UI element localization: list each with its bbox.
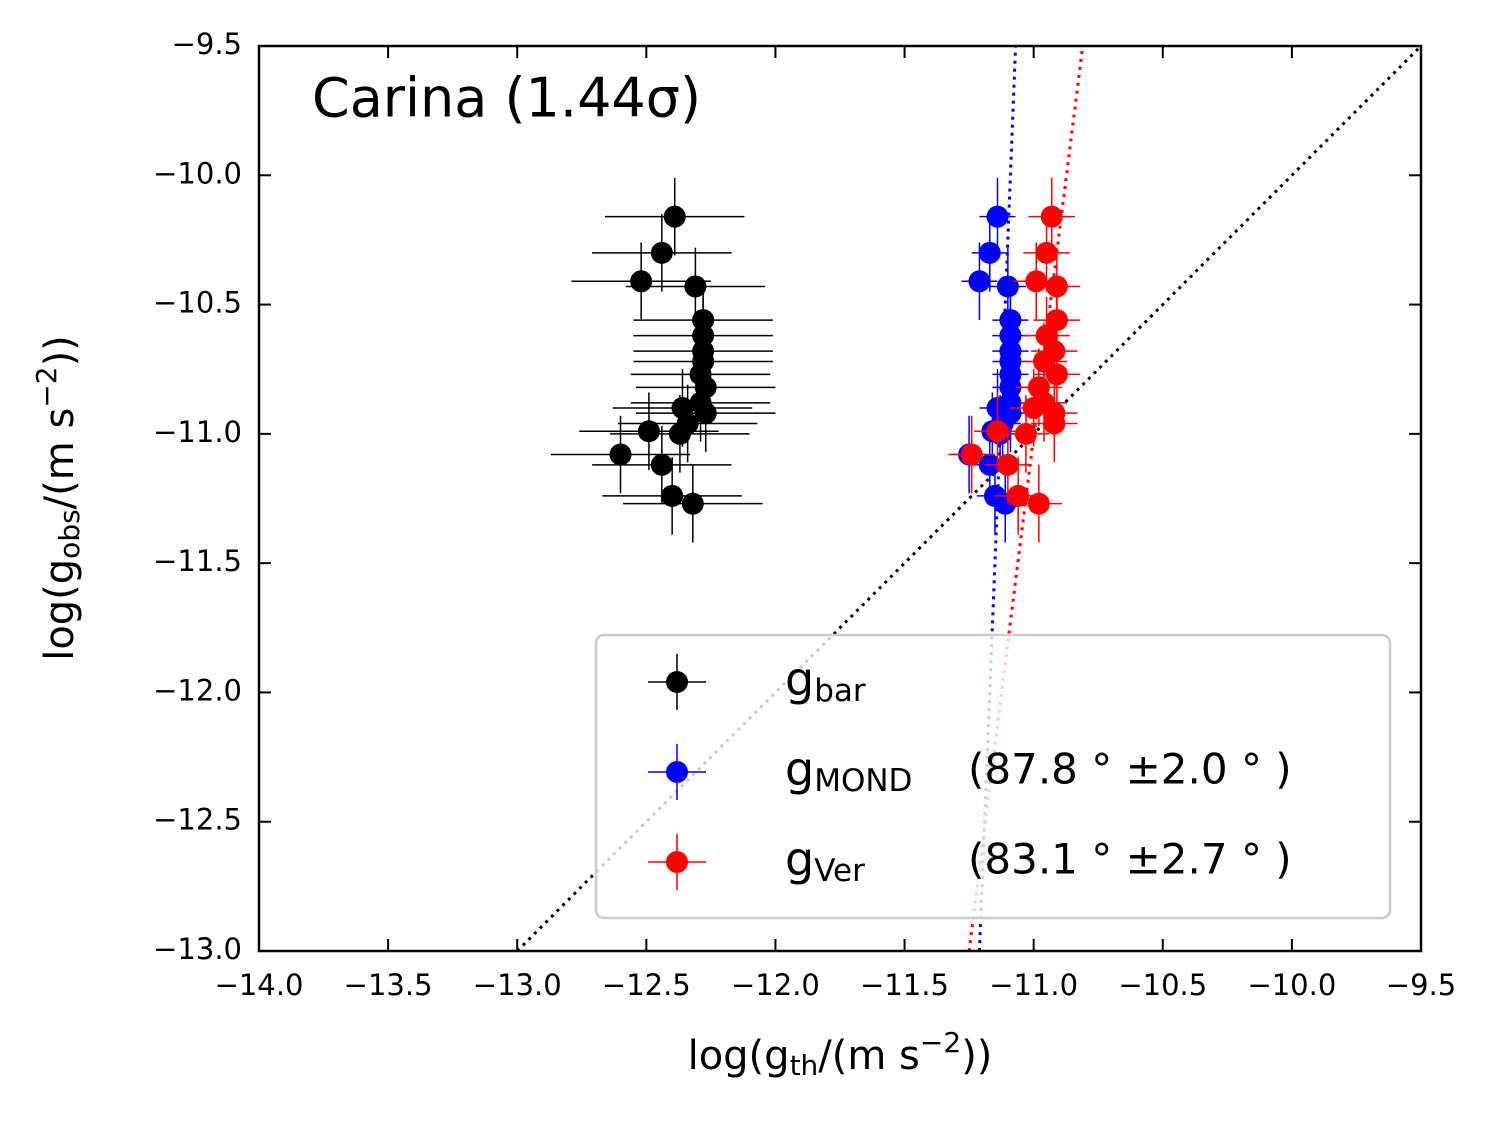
- point: [999, 309, 1022, 332]
- point: [999, 324, 1022, 347]
- point: [1040, 205, 1063, 228]
- point: [637, 420, 660, 443]
- x-axis-label: log(gth/(m s−2)): [688, 1026, 993, 1082]
- legend-label: gVer: [785, 832, 865, 889]
- y-axis-label: log(gobs/(m s−2)): [30, 335, 86, 661]
- point: [684, 275, 707, 298]
- legend-label-part: g: [785, 742, 814, 796]
- point: [692, 324, 715, 347]
- x-tick-label: −11.5: [860, 968, 949, 1002]
- y-axis-label-part: −2: [30, 366, 63, 407]
- legend-label-part: MOND: [814, 763, 912, 799]
- y-tick-label: −13.0: [153, 932, 242, 966]
- x-tick-label: −13.0: [473, 968, 562, 1002]
- point: [978, 241, 1001, 264]
- point: [609, 443, 632, 466]
- x-tick-label: −9.5: [1386, 968, 1456, 1002]
- legend-note: (87.8 ° ±2.0 ° ): [968, 745, 1292, 794]
- point: [1007, 484, 1030, 507]
- x-tick-label: −13.5: [344, 968, 433, 1002]
- point: [1014, 422, 1037, 445]
- point: [986, 205, 1009, 228]
- point: [1043, 412, 1066, 435]
- point: [650, 241, 673, 264]
- legend-label-part: Ver: [814, 853, 865, 889]
- legend-label-part: g: [785, 832, 814, 886]
- x-axis-label-part: th: [790, 1049, 819, 1082]
- point: [1045, 275, 1068, 298]
- legend-marker: [666, 671, 688, 693]
- y-tick-label: −12.5: [153, 803, 242, 837]
- plot-area: [516, 46, 1421, 951]
- legend-marker: [666, 851, 688, 873]
- y-axis-label-part: obs: [53, 509, 86, 559]
- point: [694, 402, 717, 425]
- plot-frame: [257, 44, 1423, 953]
- legend-marker: [666, 761, 688, 783]
- point: [1035, 241, 1058, 264]
- reference-line: [516, 46, 1421, 951]
- legend-label-part: bar: [814, 673, 866, 709]
- point: [661, 484, 684, 507]
- legend-frame: [594, 633, 1392, 920]
- x-axis-label-part: −2: [920, 1026, 961, 1059]
- x-tick-label: −12.5: [602, 968, 691, 1002]
- x-tick-label: −10.5: [1118, 968, 1207, 1002]
- y-tick-label: −12.0: [153, 673, 242, 707]
- point: [1027, 492, 1050, 515]
- point: [986, 420, 1009, 443]
- x-axis-label-part: /(m s: [818, 1033, 920, 1079]
- point: [663, 205, 686, 228]
- legend-note: (83.1 ° ±2.7 ° ): [968, 835, 1292, 884]
- point: [996, 453, 1019, 476]
- x-tick-label: −10.0: [1247, 968, 1336, 1002]
- x-tick-label: −12.0: [731, 968, 820, 1002]
- point: [999, 376, 1022, 399]
- point: [1025, 270, 1048, 293]
- y-axis-label-part: )): [37, 335, 83, 366]
- x-axis-label-part: )): [961, 1033, 992, 1079]
- x-tick-label: −11.0: [989, 968, 1078, 1002]
- legend-label: gbar: [785, 652, 866, 709]
- point: [692, 309, 715, 332]
- point: [630, 270, 653, 293]
- point: [1022, 397, 1045, 419]
- y-tick-label: −10.0: [153, 156, 242, 190]
- point: [968, 270, 991, 293]
- reference-line: [977, 46, 1018, 951]
- y-axis-label-part: log(g: [37, 559, 83, 661]
- y-axis-label-part: /(m s: [37, 408, 83, 510]
- y-tick-label: −11.0: [153, 415, 242, 449]
- annotation: Carina (1.44σ): [312, 67, 701, 130]
- point: [1045, 309, 1068, 332]
- legend-label-part: g: [785, 652, 814, 706]
- point: [681, 492, 704, 515]
- x-tick-label: −14.0: [215, 968, 304, 1002]
- legend-label: gMOND: [785, 742, 912, 799]
- point: [996, 275, 1019, 298]
- axes: −14.0 −13.5 −13.0 −12.5 −12.0 −11.5 −11.0 −10.5…: [30, 27, 1456, 1082]
- point: [960, 443, 983, 466]
- point: [1045, 363, 1068, 386]
- y-tick-label: −10.5: [153, 286, 242, 320]
- y-tick-label: −9.5: [172, 27, 242, 61]
- point: [650, 453, 673, 476]
- point: [668, 422, 691, 445]
- y-tick-label: −11.5: [153, 544, 242, 578]
- x-axis-label-part: log(g: [688, 1033, 790, 1079]
